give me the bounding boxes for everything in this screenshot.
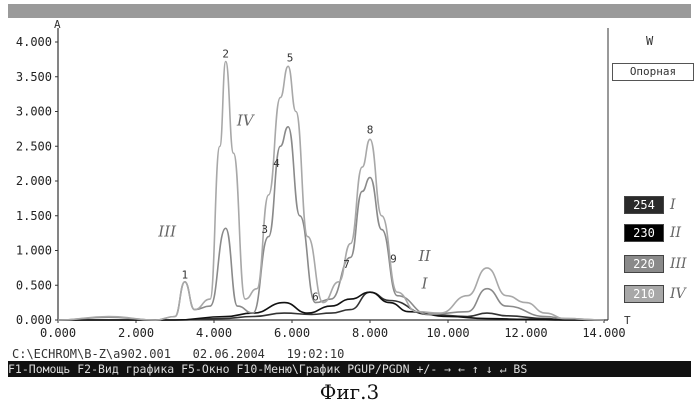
peak-label: 1 [181, 268, 188, 281]
wavelength-roman-label: I [670, 197, 676, 213]
wavelength-value: 254 [624, 196, 664, 214]
peak-label: 5 [287, 51, 294, 64]
status-line: C:\ECHROM\B-Z\a902.001 02.06.2004 19:02:… [12, 347, 344, 361]
series-layer [58, 62, 604, 321]
y-tick-label: 1.500 [16, 209, 52, 223]
wavelength-roman-label: II [670, 225, 681, 241]
y-tick-label: 2.500 [16, 139, 52, 153]
wavelength-row[interactable]: 210 IV [624, 285, 686, 303]
x-tick-label: 0.000 [40, 326, 76, 340]
wavelength-roman-label: IV [670, 286, 686, 302]
function-key-bar[interactable]: F1-Помощь F2-Вид графика F5-Окно F10-Мен… [8, 361, 691, 377]
peak-label: 2 [222, 47, 229, 60]
curve-label: II [418, 247, 432, 265]
y-tick-label: 1.000 [16, 244, 52, 258]
y-tick-label: 2.000 [16, 174, 52, 188]
x-tick-label: 12.000 [504, 326, 547, 340]
series-II-line [58, 292, 604, 320]
x-tick-label: 14.000 [582, 326, 625, 340]
wavelength-row[interactable]: 254 I [624, 196, 676, 214]
x-tick-label: 2.000 [118, 326, 154, 340]
peak-label: 7 [343, 258, 350, 271]
figure-caption: Фиг.3 [0, 380, 699, 404]
series-IV-line [58, 62, 604, 321]
wavelength-roman-label: III [670, 256, 687, 272]
x-tick-label: 8.000 [352, 326, 388, 340]
x-tick-label: 10.000 [426, 326, 469, 340]
peak-label: 4 [273, 157, 280, 170]
y-tick-label: 0.500 [16, 278, 52, 292]
file-path: C:\ECHROM\B-Z\a902.001 [12, 347, 171, 361]
y-tick-label: 3.500 [16, 70, 52, 84]
wavelength-value: 220 [624, 255, 664, 273]
x-tick-label: 4.000 [196, 326, 232, 340]
wavelength-value: 230 [624, 224, 664, 242]
y-tick-label: 0.000 [16, 313, 52, 327]
time: 19:02:10 [287, 347, 345, 361]
y-tick-label: 4.000 [16, 35, 52, 49]
curve-label: III [157, 223, 177, 241]
y-axis-letter: A [54, 18, 61, 31]
peak-label: 9 [390, 252, 397, 265]
peak-label: 6 [312, 291, 319, 304]
date: 02.06.2004 [193, 347, 265, 361]
y-tick-label: 3.000 [16, 105, 52, 119]
curve-label: IV [236, 111, 256, 129]
axes-layer: AT4.0003.5003.0002.5002.0001.5001.0000.5… [16, 18, 631, 340]
wavelength-row[interactable]: 230 II [624, 224, 681, 242]
wavelength-value: 210 [624, 285, 664, 303]
peak-label: 3 [261, 223, 268, 236]
peak-label: 8 [367, 124, 374, 137]
reference-label[interactable]: Опорная [612, 63, 694, 81]
x-tick-label: 6.000 [274, 326, 310, 340]
wavelength-row[interactable]: 220 III [624, 255, 687, 273]
curve-label: I [421, 275, 429, 293]
w-axis-label: W [646, 34, 653, 48]
